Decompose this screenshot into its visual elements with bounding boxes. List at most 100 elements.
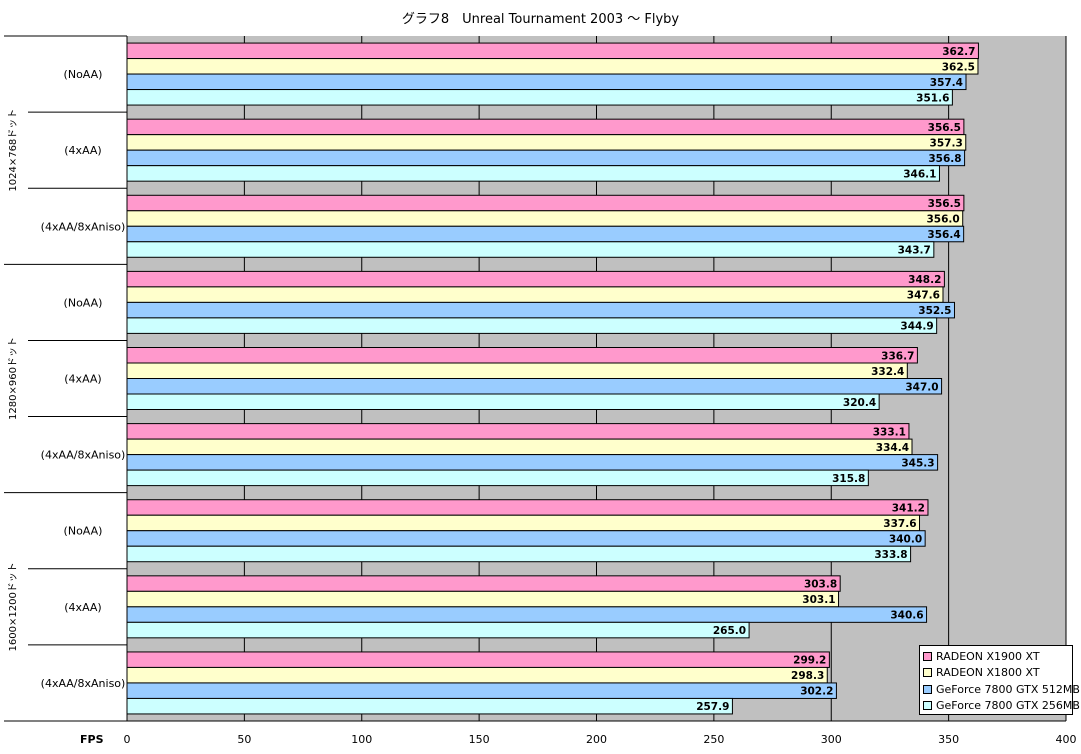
data-label: 343.7 bbox=[898, 245, 931, 257]
bar bbox=[126, 469, 869, 487]
x-tick-label: 350 bbox=[938, 733, 959, 746]
legend-label: GeForce 7800 GTX 512MB bbox=[936, 682, 1080, 696]
data-label: 299.2 bbox=[793, 655, 826, 667]
category-label: (4xAA) bbox=[64, 373, 101, 386]
legend-swatch bbox=[923, 684, 932, 694]
data-label: 340.6 bbox=[890, 610, 923, 622]
data-label: 332.4 bbox=[871, 366, 904, 378]
x-tick-label: 100 bbox=[351, 733, 372, 746]
x-tick-label: 50 bbox=[237, 733, 251, 746]
bar bbox=[126, 438, 913, 456]
x-axis-label: FPS bbox=[80, 733, 104, 746]
data-label: 356.0 bbox=[926, 214, 959, 226]
data-label: 356.4 bbox=[927, 229, 960, 241]
legend-item: GeForce 7800 GTX 256MB bbox=[923, 698, 1080, 715]
bar bbox=[126, 194, 965, 212]
resolution-label: 1280×960ドット bbox=[8, 337, 19, 420]
legend-swatch bbox=[923, 651, 932, 661]
bar bbox=[126, 545, 912, 563]
bar bbox=[126, 590, 840, 608]
bar bbox=[126, 682, 837, 699]
legend-item: GeForce 7800 GTX 512MB bbox=[923, 681, 1080, 698]
data-label: 348.2 bbox=[908, 274, 941, 286]
bar bbox=[126, 241, 935, 258]
data-label: 257.9 bbox=[696, 701, 729, 713]
bar bbox=[126, 530, 926, 547]
data-label: 356.5 bbox=[928, 122, 961, 134]
data-label: 362.5 bbox=[942, 61, 975, 73]
bar bbox=[126, 225, 965, 243]
category-label: (NoAA) bbox=[64, 68, 103, 81]
category-label: (4xAA/8xAniso) bbox=[41, 449, 126, 462]
bar bbox=[126, 210, 964, 227]
data-label: 298.3 bbox=[791, 670, 824, 682]
bar bbox=[126, 270, 945, 288]
data-label: 357.4 bbox=[930, 77, 963, 89]
bar bbox=[126, 73, 967, 91]
legend-swatch bbox=[923, 701, 932, 711]
x-tick-label: 150 bbox=[469, 733, 490, 746]
data-label: 356.5 bbox=[928, 198, 961, 210]
bar bbox=[126, 317, 938, 334]
legend-item: RADEON X1800 XT bbox=[923, 665, 1069, 682]
bar bbox=[126, 514, 921, 532]
x-tick-label: 200 bbox=[586, 733, 607, 746]
legend-label: RADEON X1900 XT bbox=[936, 649, 1040, 663]
category-label: (4xAA) bbox=[64, 144, 101, 157]
legend: RADEON X1900 XT RADEON X1800 XT GeForce 78… bbox=[919, 645, 1080, 715]
data-label: 344.9 bbox=[900, 321, 933, 333]
bar bbox=[126, 347, 918, 364]
x-tick-label: 300 bbox=[821, 733, 842, 746]
chart-title: グラフ8 Unreal Tournament 2003 ～ Flyby bbox=[401, 12, 680, 27]
data-label: 333.8 bbox=[874, 549, 907, 561]
legend-label: GeForce 7800 GTX 256MB bbox=[936, 699, 1080, 713]
x-tick-label: 400 bbox=[1056, 733, 1077, 746]
bar bbox=[126, 393, 880, 410]
data-label: 347.6 bbox=[907, 290, 940, 302]
bar bbox=[126, 606, 928, 623]
data-label: 303.8 bbox=[804, 579, 837, 591]
category-label: (4xAA/8xAniso) bbox=[41, 220, 126, 233]
bar bbox=[126, 651, 830, 668]
data-label: 302.2 bbox=[800, 686, 833, 698]
category-label: (4xAA/8xAniso) bbox=[41, 677, 126, 690]
bar bbox=[126, 697, 733, 715]
legend-swatch bbox=[923, 668, 932, 678]
bar bbox=[126, 499, 929, 516]
category-label: (4xAA) bbox=[64, 601, 101, 614]
bar bbox=[126, 454, 939, 471]
bar bbox=[126, 42, 979, 60]
data-label: 346.1 bbox=[903, 168, 936, 180]
data-label: 320.4 bbox=[843, 397, 876, 409]
data-label: 333.1 bbox=[873, 426, 906, 438]
data-label: 362.7 bbox=[942, 46, 975, 58]
data-label: 303.1 bbox=[802, 594, 835, 606]
data-label: 336.7 bbox=[881, 350, 914, 362]
data-label: 315.8 bbox=[832, 473, 865, 485]
data-label: 345.3 bbox=[901, 457, 934, 469]
x-tick-label: 0 bbox=[124, 733, 131, 746]
bar bbox=[126, 286, 944, 303]
data-label: 357.3 bbox=[930, 137, 963, 149]
data-label: 352.5 bbox=[918, 305, 951, 317]
data-label: 341.2 bbox=[892, 502, 925, 514]
bar bbox=[126, 666, 828, 684]
bar bbox=[126, 301, 955, 319]
data-label: 351.6 bbox=[916, 92, 949, 104]
bar bbox=[126, 575, 841, 592]
data-label: 340.0 bbox=[889, 533, 922, 545]
data-label: 347.0 bbox=[905, 381, 938, 393]
bar bbox=[126, 134, 967, 151]
bar bbox=[126, 165, 940, 182]
data-label: 334.4 bbox=[876, 442, 909, 454]
x-tick-label: 250 bbox=[703, 733, 724, 746]
legend-item: RADEON X1900 XT bbox=[923, 648, 1069, 665]
bar bbox=[126, 58, 979, 75]
bar bbox=[126, 423, 910, 440]
category-label: (NoAA) bbox=[64, 296, 103, 309]
bar bbox=[126, 118, 965, 136]
category-label: (NoAA) bbox=[64, 525, 103, 538]
data-label: 356.8 bbox=[928, 153, 961, 165]
bar bbox=[126, 149, 966, 167]
